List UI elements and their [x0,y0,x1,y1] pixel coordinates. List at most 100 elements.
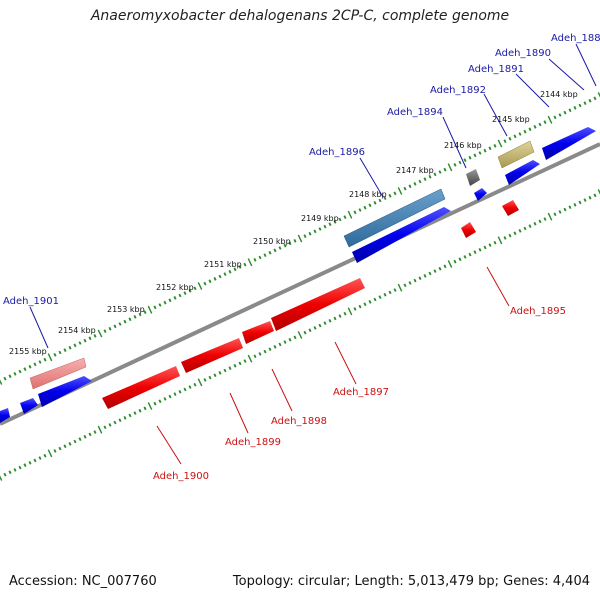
major-tick [397,187,403,195]
minor-tick [518,132,522,136]
minor-tick [243,262,247,267]
minor-tick [353,307,357,311]
gene-block-reverse[interactable] [271,278,365,331]
minor-tick [588,195,592,200]
minor-tick [73,343,77,348]
minor-tick [543,120,547,124]
reverse-gene-labels: Adeh_1895 Adeh_1897 Adeh_1898 Adeh_1899 … [153,266,566,482]
minor-tick [273,345,277,349]
minor-tick [543,217,547,221]
minor-tick [208,279,212,284]
minor-tick [538,219,542,224]
minor-tick [378,295,382,299]
minor-tick [363,205,367,210]
gene-block-reverse[interactable] [502,200,519,216]
major-tick [47,449,53,458]
minor-tick [8,470,12,475]
gene-label-adeh-1899[interactable]: Adeh_1899 [225,437,281,448]
gene-block-forward[interactable] [20,398,38,414]
gene-block-forward[interactable] [505,160,540,185]
minor-tick [553,115,557,120]
gene-block-forward[interactable] [38,376,92,407]
minor-tick [313,326,317,330]
gene-label-adeh-1901[interactable]: Adeh_1901 [3,296,59,307]
minor-tick [158,399,162,404]
minor-tick [583,101,587,105]
minor-tick [78,437,82,441]
major-tick [0,475,3,481]
minor-tick [593,96,597,101]
gene-label-adeh-1891[interactable]: Adeh_1891 [468,64,524,75]
minor-tick [408,184,412,189]
gene-block-adeh-1901-highlight[interactable] [29,357,87,390]
minor-tick [368,300,372,304]
major-tick [47,353,53,362]
gene-block-reverse[interactable] [181,338,243,373]
gene-block-forward[interactable] [352,207,451,263]
gene-label-adeh-1900[interactable]: Adeh_1900 [153,471,209,482]
minor-tick [208,375,212,380]
minor-tick [358,304,362,309]
minor-tick [378,198,382,203]
minor-tick [338,217,342,222]
minor-tick [383,196,387,200]
gene-label-adeh-1890[interactable]: Adeh_1890 [495,48,551,59]
gene-label-adeh-1889[interactable]: Adeh_1889 [551,33,600,44]
minor-tick [373,297,377,302]
minor-tick [468,155,472,160]
minor-tick [143,406,147,411]
kbp-label: 2151 kbp [204,260,242,269]
gene-block-forward[interactable] [542,127,596,160]
minor-tick [253,354,257,359]
kbp-labels: 2144 kbp 2145 kbp 2146 kbp 2147 kbp 2148… [9,90,578,356]
major-tick [447,163,453,172]
minor-tick [233,267,237,272]
minor-tick [508,136,512,141]
minor-tick [43,453,47,458]
gene-label-adeh-1895[interactable]: Adeh_1895 [510,306,566,317]
minor-tick [243,359,247,363]
minor-tick [8,374,12,379]
minor-tick [563,207,567,212]
minor-tick [458,257,462,262]
minor-tick [183,291,187,295]
minor-tick [113,420,117,425]
gene-block-reverse[interactable] [102,366,180,409]
minor-tick [3,376,7,381]
minor-tick [283,340,287,344]
minor-tick [123,416,127,420]
minor-tick [473,153,477,158]
minor-tick [123,319,127,324]
minor-tick [268,347,272,352]
minor-tick [78,341,82,345]
gene-label-adeh-1898[interactable]: Adeh_1898 [271,416,327,427]
minor-tick [453,259,457,264]
gene-block-adeh-1892-highlight[interactable] [497,140,535,169]
gene-label-adeh-1896[interactable]: Adeh_1896 [309,147,365,158]
minor-tick [93,430,97,434]
minor-tick [568,108,572,113]
minor-tick [213,373,217,378]
minor-tick [313,229,317,234]
gene-label-adeh-1897[interactable]: Adeh_1897 [333,387,389,398]
minor-tick [138,312,142,317]
gene-block-forward[interactable] [474,188,487,201]
minor-tick [128,317,132,322]
gene-block-forward[interactable] [0,408,10,423]
minor-tick [393,288,397,292]
minor-tick [433,172,437,177]
gene-block-reverse[interactable] [461,222,476,238]
minor-tick [263,349,267,354]
major-tick [347,307,353,316]
gene-label-adeh-1892[interactable]: Adeh_1892 [430,85,486,96]
gene-label-adeh-1894[interactable]: Adeh_1894 [387,107,443,118]
gene-block-adeh-1896-highlight[interactable] [343,188,446,248]
minor-tick [203,378,207,382]
gene-block-adeh-1894-highlight[interactable] [466,169,480,186]
minor-tick [308,231,312,236]
gene-block-reverse[interactable] [242,321,274,344]
minor-tick [358,208,362,212]
minor-tick [63,444,67,449]
minor-tick [338,314,342,318]
minor-tick [53,449,57,453]
